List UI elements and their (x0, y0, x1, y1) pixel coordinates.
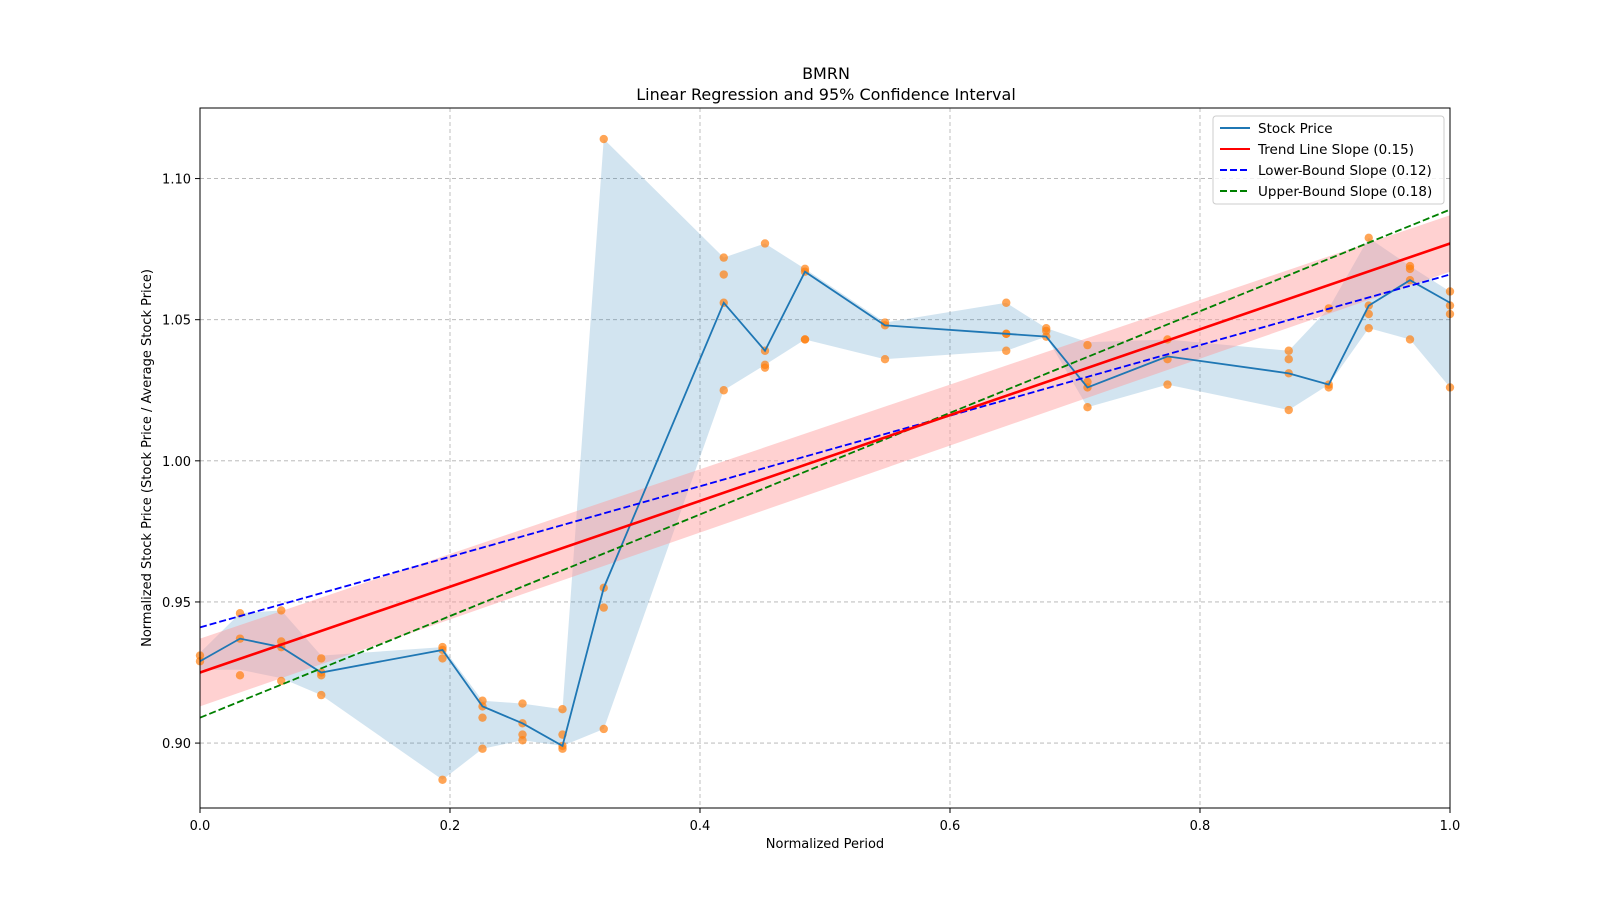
scatter-point (800, 335, 810, 344)
scatter-point (478, 713, 487, 722)
y-tick-label: 0.90 (162, 737, 191, 752)
scatter-point (317, 671, 326, 680)
chart-subtitle: Linear Regression and 95% Confidence Int… (636, 85, 1016, 104)
scatter-point (438, 775, 447, 784)
legend-stock-label: Stock Price (1258, 121, 1333, 137)
scatter-point (719, 253, 728, 262)
scatter-point (1284, 405, 1293, 415)
x-tick-label: 0.8 (1190, 819, 1211, 834)
scatter-point (518, 736, 527, 745)
trend-line (199, 242, 1451, 674)
x-tick-label: 0.6 (940, 819, 961, 834)
legend-trend-label: Trend Line Slope (0.15) (1257, 142, 1414, 158)
chart-title: BMRN (802, 64, 850, 83)
scatter-point (558, 705, 567, 714)
scatter-point (599, 134, 608, 144)
trend-confidence-band (200, 215, 1450, 707)
scatter-point (880, 355, 890, 364)
x-tick-label: 0.4 (690, 819, 711, 834)
scatter-point (760, 239, 770, 248)
scatter-point (1163, 380, 1172, 389)
scatter-point (1284, 355, 1293, 364)
scatter-point (1405, 335, 1415, 344)
legend-box (1212, 115, 1445, 205)
scatter-point (719, 386, 728, 395)
scatter-point (599, 603, 608, 612)
scatter-point (1002, 298, 1011, 307)
scatter-point (1405, 264, 1415, 274)
scatter-point (1324, 383, 1333, 392)
scatter-point (1364, 233, 1373, 243)
scatter-point (317, 654, 326, 663)
scatter-point (1364, 323, 1373, 333)
y-tick-label: 1.05 (162, 314, 191, 329)
scatter-point (558, 744, 567, 753)
confidence-bands (200, 139, 1450, 780)
legend: Stock Price Trend Line Slope (0.15) Lowe… (1212, 115, 1445, 205)
y-tick-label: 1.00 (162, 455, 191, 470)
scatter-point (518, 699, 527, 708)
scatter-point (760, 363, 770, 372)
series-lines (199, 208, 1451, 748)
axis-ticks: 0.0 0.2 0.4 0.6 0.8 1.0 0.90 0.95 1.00 1.05 1.10 (162, 173, 1460, 834)
legend-upper-label: Upper-Bound Slope (0.18) (1258, 184, 1432, 200)
scatter-point (1083, 402, 1092, 412)
scatter-point (478, 744, 487, 753)
y-tick-label: 1.10 (162, 173, 191, 188)
scatter-point (1284, 346, 1293, 355)
scatter-point (438, 654, 447, 663)
y-tick-label: 0.95 (162, 596, 191, 611)
stock-price-line (199, 270, 1451, 748)
scatter-point (599, 724, 608, 734)
lower-bound-line (199, 273, 1451, 629)
scatter-point (235, 671, 245, 680)
y-axis-label: Normalized Stock Price (Stock Price / Av… (140, 269, 155, 647)
x-tick-label: 1.0 (1440, 819, 1461, 834)
scatter-point (317, 690, 326, 700)
x-tick-label: 0.2 (440, 819, 461, 834)
scatter-point (1364, 309, 1373, 319)
plot-frame (199, 107, 1451, 809)
scatter-point (1083, 340, 1092, 350)
x-axis-label: Normalized Period (766, 837, 884, 852)
scatter-point (1002, 346, 1011, 355)
plot-area (195, 107, 1455, 809)
upper-bound-line (199, 208, 1451, 719)
scatter-point (719, 270, 728, 279)
legend-lower-label: Lower-Bound Slope (0.12) (1258, 163, 1432, 179)
scatter-point (277, 606, 286, 615)
x-tick-label: 0.0 (190, 819, 211, 834)
